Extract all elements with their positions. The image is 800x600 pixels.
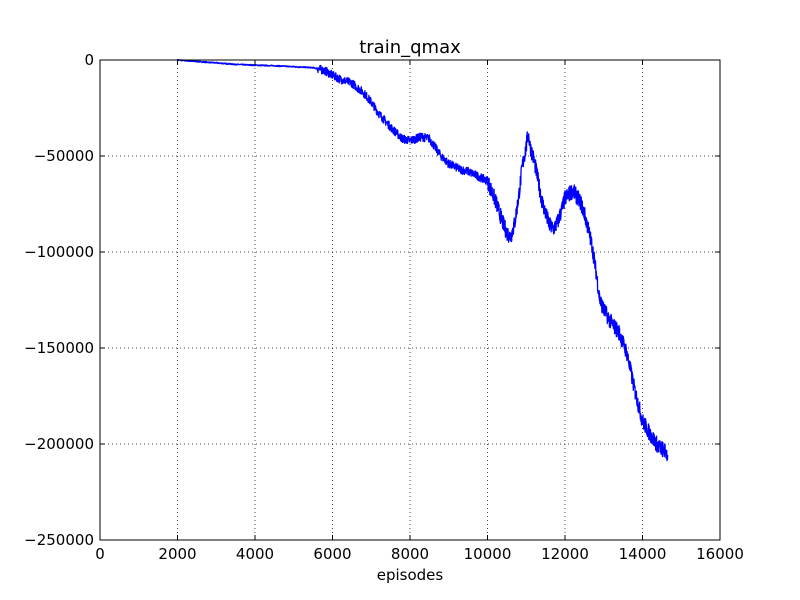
x-tick-label: 12000 (541, 545, 589, 563)
x-tick-label: 10000 (464, 545, 512, 563)
axis-ticks (99, 59, 721, 541)
y-tick-label: −250000 (24, 531, 94, 549)
y-tick-label: −150000 (24, 339, 94, 357)
x-tick-label: 14000 (619, 545, 667, 563)
y-tick-label: −200000 (24, 435, 94, 453)
series-line (176, 58, 669, 462)
grid-lines (100, 60, 720, 540)
y-tick-label: 0 (84, 51, 94, 69)
x-tick-label: 2000 (158, 545, 196, 563)
x-tick-label: 0 (95, 545, 105, 563)
y-axis-tick-labels: 0 −50000 −100000 −150000 −200000 −250000 (24, 51, 94, 549)
x-axis-label: episodes (377, 566, 444, 584)
series-group (176, 58, 669, 462)
y-tick-label: −100000 (24, 243, 94, 261)
y-tick-label: −50000 (34, 147, 94, 165)
x-tick-label: 8000 (391, 545, 429, 563)
x-axis-tick-labels: 0 2000 4000 6000 8000 10000 12000 14000 16000 (95, 545, 744, 563)
x-tick-label: 16000 (696, 545, 744, 563)
chart-title: train_qmax (359, 37, 461, 58)
x-tick-label: 4000 (236, 545, 274, 563)
x-tick-label: 6000 (313, 545, 351, 563)
